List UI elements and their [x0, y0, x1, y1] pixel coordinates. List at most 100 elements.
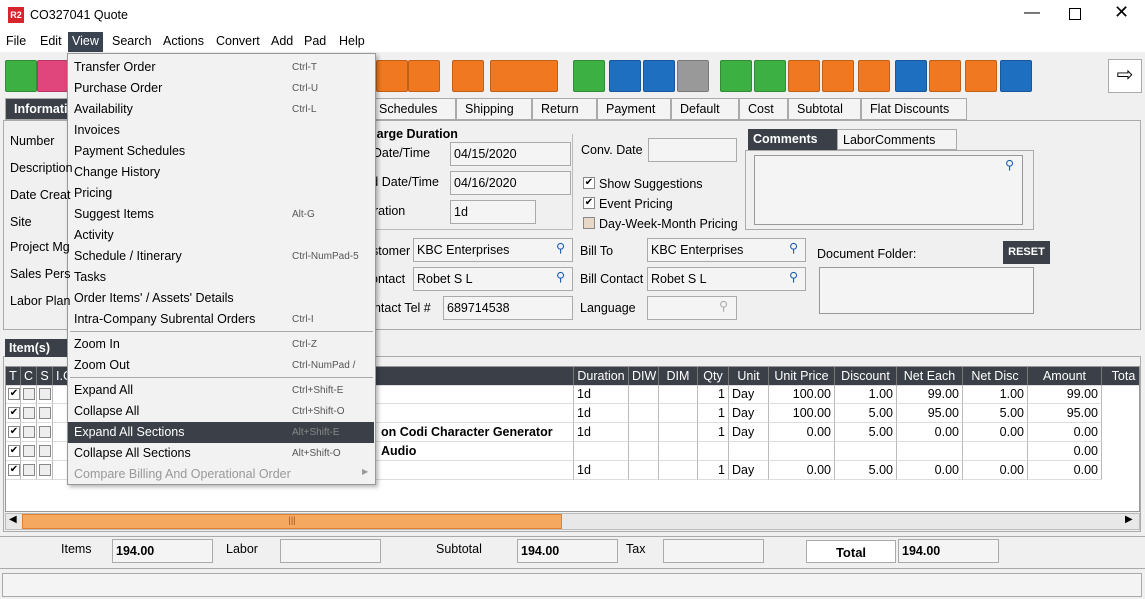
- exit-button[interactable]: ⇨: [1108, 59, 1142, 93]
- menu-item[interactable]: File: [6, 34, 27, 48]
- toolbar-button[interactable]: [929, 60, 961, 92]
- menu-option[interactable]: Change History: [68, 162, 374, 183]
- menu-option[interactable]: Payment Schedules: [68, 141, 374, 162]
- tab[interactable]: Schedules: [370, 98, 456, 120]
- search-icon[interactable]: ⚲: [556, 241, 566, 255]
- menu-option[interactable]: Collapse All Sections Alt+Shift-O: [68, 443, 374, 464]
- toolbar-button[interactable]: [720, 60, 752, 92]
- tab[interactable]: Cost: [739, 98, 788, 120]
- toolbar-button[interactable]: [965, 60, 997, 92]
- scroll-right[interactable]: ▶: [1125, 514, 1133, 525]
- toolbar-button[interactable]: [822, 60, 854, 92]
- search-icon[interactable]: ⚲: [719, 299, 729, 313]
- tab[interactable]: Subtotal: [788, 98, 861, 120]
- column-header[interactable]: I.C: [53, 367, 69, 386]
- close-button[interactable]: ✕: [1114, 2, 1130, 22]
- toolbar-button[interactable]: [677, 60, 709, 92]
- row-checkbox[interactable]: [39, 388, 51, 400]
- labor-comments-tab[interactable]: LaborComments: [837, 129, 957, 150]
- menu-item[interactable]: Edit: [40, 34, 62, 48]
- toolbar-button[interactable]: [858, 60, 890, 92]
- column-header[interactable]: Net Disc: [963, 367, 1028, 386]
- menu-option[interactable]: Purchase Order Ctrl-U: [68, 78, 374, 99]
- language-input[interactable]: [647, 296, 737, 320]
- toolbar-button[interactable]: [1000, 60, 1032, 92]
- start-date-input[interactable]: 04/15/2020: [450, 142, 571, 166]
- row-checkbox[interactable]: [23, 388, 35, 400]
- menu-item[interactable]: Pad: [304, 34, 327, 48]
- conv-date-input[interactable]: [648, 138, 737, 162]
- search-icon[interactable]: ⚲: [789, 241, 799, 255]
- row-checkbox[interactable]: [23, 407, 35, 419]
- comments-textarea[interactable]: [754, 155, 1023, 225]
- column-header[interactable]: Net Each: [897, 367, 963, 386]
- row-checkbox[interactable]: [39, 426, 51, 438]
- checkbox[interactable]: ✔: [583, 177, 595, 189]
- column-header[interactable]: C: [21, 367, 37, 386]
- customer-input[interactable]: KBC Enterprises: [413, 238, 573, 262]
- menu-item[interactable]: Actions: [163, 34, 204, 48]
- column-header[interactable]: DIW: [629, 367, 659, 386]
- column-header[interactable]: Discount: [835, 367, 897, 386]
- row-checkbox[interactable]: [39, 464, 51, 476]
- tab[interactable]: Payment: [597, 98, 671, 120]
- toolbar-button[interactable]: [408, 60, 440, 92]
- menu-option[interactable]: Availability Ctrl-L: [68, 99, 374, 120]
- toolbar-button[interactable]: [895, 60, 927, 92]
- menu-option[interactable]: Expand All Sections Alt+Shift-E: [68, 422, 374, 443]
- menu-option[interactable]: Collapse All Ctrl+Shift-O: [68, 401, 374, 422]
- end-date-input[interactable]: 04/16/2020: [450, 171, 571, 195]
- tab[interactable]: Shipping: [456, 98, 532, 120]
- scroll-thumb[interactable]: |||: [22, 514, 562, 529]
- column-header[interactable]: Duration: [574, 367, 629, 386]
- row-checkbox[interactable]: ✔: [8, 445, 20, 457]
- bill-contact-input[interactable]: Robet S L: [647, 267, 806, 291]
- tel-input[interactable]: 689714538: [443, 296, 573, 320]
- toolbar-button[interactable]: [376, 60, 408, 92]
- row-checkbox[interactable]: [23, 426, 35, 438]
- contact-input[interactable]: Robet S L: [413, 267, 573, 291]
- toolbar-button[interactable]: [490, 60, 558, 92]
- maximize-button[interactable]: [1069, 8, 1081, 20]
- tab[interactable]: Flat Discounts: [861, 98, 967, 120]
- toolbar-button[interactable]: [37, 60, 69, 92]
- menu-option[interactable]: Order Items' / Assets' Details: [68, 288, 374, 309]
- menu-option[interactable]: Transfer Order Ctrl-T: [68, 57, 374, 78]
- checkbox[interactable]: ✔: [583, 197, 595, 209]
- row-checkbox[interactable]: [23, 445, 35, 457]
- toolbar-button[interactable]: [609, 60, 641, 92]
- menu-option[interactable]: Zoom In Ctrl-Z: [68, 334, 374, 355]
- tab[interactable]: Default: [671, 98, 739, 120]
- row-checkbox[interactable]: [39, 445, 51, 457]
- menu-option[interactable]: Invoices: [68, 120, 374, 141]
- toolbar-button[interactable]: [788, 60, 820, 92]
- search-icon[interactable]: ⚲: [556, 270, 566, 284]
- menu-option[interactable]: Suggest Items Alt-G: [68, 204, 374, 225]
- row-checkbox[interactable]: ✔: [8, 407, 20, 419]
- toolbar-button[interactable]: [5, 60, 37, 92]
- column-header[interactable]: DIM: [659, 367, 698, 386]
- tab[interactable]: Information: [5, 98, 85, 120]
- menu-option[interactable]: Pricing: [68, 183, 374, 204]
- row-checkbox[interactable]: ✔: [8, 426, 20, 438]
- search-icon[interactable]: ⚲: [1005, 158, 1015, 172]
- toolbar-button[interactable]: [452, 60, 484, 92]
- menu-option[interactable]: Tasks: [68, 267, 374, 288]
- menu-item[interactable]: Convert: [216, 34, 260, 48]
- toolbar-button[interactable]: [573, 60, 605, 92]
- tab[interactable]: Return: [532, 98, 597, 120]
- row-checkbox[interactable]: [39, 407, 51, 419]
- bill-to-input[interactable]: KBC Enterprises: [647, 238, 806, 262]
- minimize-button[interactable]: —: [1024, 4, 1040, 21]
- scroll-left[interactable]: ◀: [9, 514, 17, 525]
- column-header[interactable]: S: [37, 367, 53, 386]
- column-header[interactable]: Unit: [729, 367, 769, 386]
- column-header[interactable]: Unit Price: [769, 367, 835, 386]
- menu-option[interactable]: Activity: [68, 225, 374, 246]
- reset-button[interactable]: RESET: [1003, 241, 1050, 264]
- checkbox[interactable]: [583, 217, 595, 229]
- toolbar-button[interactable]: [754, 60, 786, 92]
- column-header[interactable]: Tota: [1102, 367, 1139, 386]
- menu-item[interactable]: Help: [339, 34, 365, 48]
- toolbar-button[interactable]: [643, 60, 675, 92]
